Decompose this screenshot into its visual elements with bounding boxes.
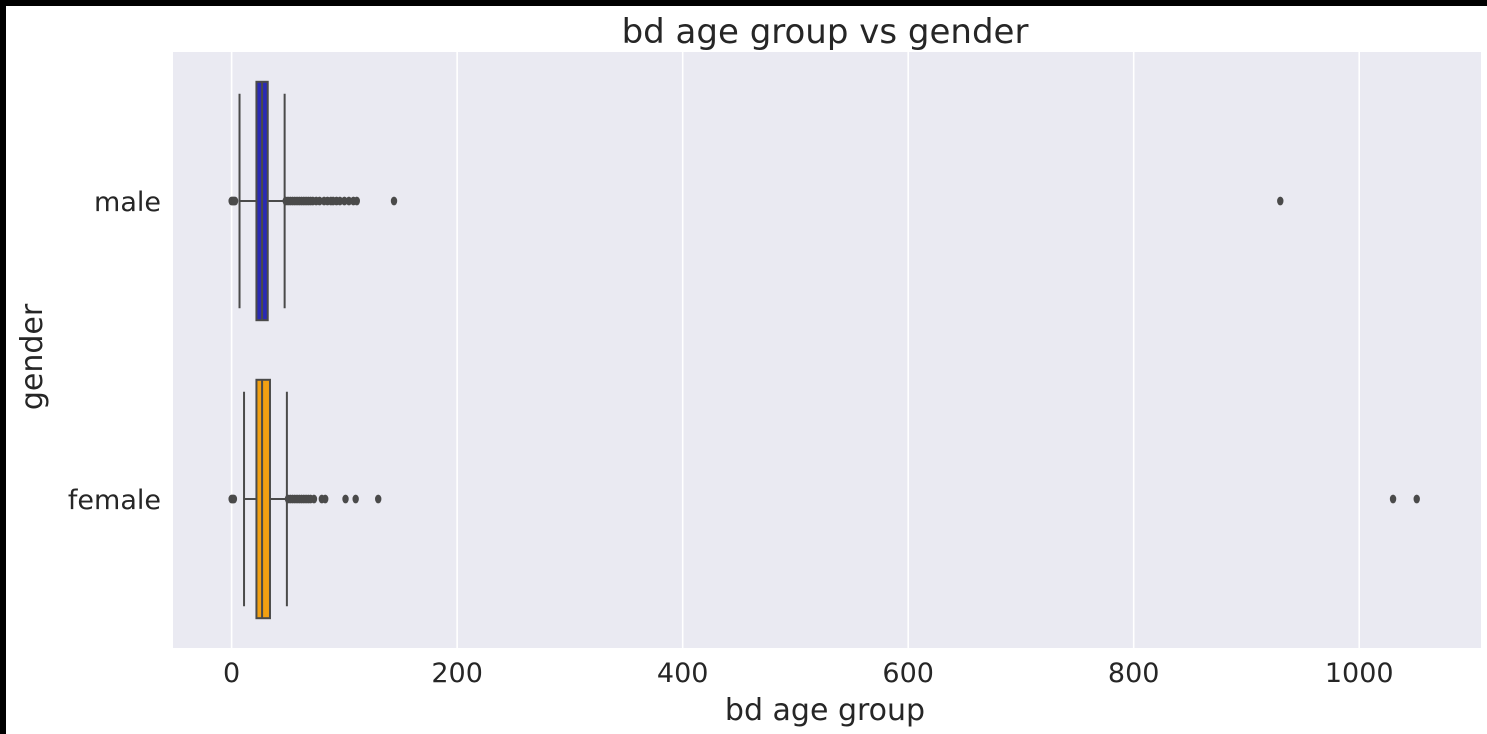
x-tick-label: 600 [882,658,934,689]
outlier-point [353,196,360,206]
y-axis-label: gender [15,303,50,410]
x-tick-label: 400 [657,658,709,689]
outlier-point [231,196,239,206]
chart-title: bd age group vs gender [622,12,1029,52]
gridlines [230,52,1361,648]
outlier-point [375,494,382,504]
box-male [228,80,1284,322]
box-iqr [255,378,271,620]
x-axis-label: bd age group [725,693,925,728]
outlier-point [1277,196,1284,206]
outlier-point [336,196,344,206]
outlier-point [345,196,353,206]
outlier-point [1389,494,1397,504]
box-female [228,378,1420,620]
outlier-point [316,196,323,206]
x-tick-label: 1000 [1325,658,1394,689]
outlier-point [390,196,398,206]
plot-area [173,52,1481,648]
x-tick-label: 800 [1108,658,1160,689]
outlier-point [1413,494,1420,504]
y-ticks: male female [68,187,161,516]
outlier-point [310,494,318,504]
boxes [228,80,1420,620]
outlier-point [322,494,329,504]
x-tick-label: 0 [223,658,240,689]
y-tick-label: female [68,485,161,516]
outlier-point [230,494,238,504]
chart-figure: 0 200 400 600 800 1000 male female bd age grou… [6,6,1487,734]
outlier-point [341,196,348,206]
boxplot-chart: 0 200 400 600 800 1000 male female bd age grou… [15,12,1481,728]
x-tick-label: 200 [431,658,483,689]
y-tick-label: male [94,187,161,218]
outlier-point [342,494,349,504]
x-ticks: 0 200 400 600 800 1000 [223,658,1394,689]
outlier-point [352,494,359,504]
